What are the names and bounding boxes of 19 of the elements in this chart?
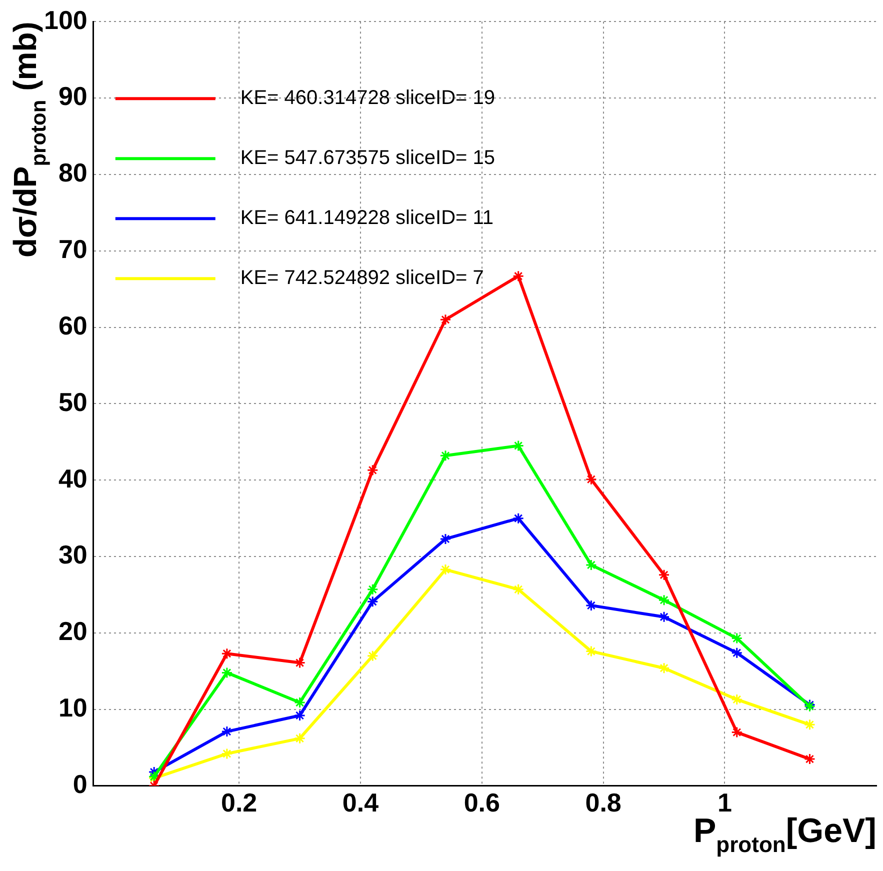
legend-label: KE= 742.524892 sliceID= 7 [240,267,484,290]
legend-label: KE= 547.673575 sliceID= 15 [240,147,496,170]
y-tick-label: 20 [58,616,88,646]
y-tick-label: 80 [58,158,88,188]
x-tick-label: 1 [718,788,732,818]
y-tick-label: 0 [72,768,88,799]
y-tick-label: 30 [58,540,88,570]
x-tick-label: 0.8 [585,788,622,818]
x-tick-label: 0.4 [342,788,380,818]
y-tick-label: 40 [58,463,88,494]
y-tick-label: 90 [58,81,88,112]
y-tick-label: 60 [58,310,88,340]
y-tick-label: 70 [58,234,88,264]
y-tick-label: 10 [58,692,88,723]
legend-label: KE= 460.314728 sliceID= 19 [240,87,496,110]
x-tick-label: 0.6 [464,788,500,818]
legend-label: KE= 641.149228 sliceID= 11 [240,207,494,230]
y-tick-label: 50 [58,386,88,417]
x-tick-label: 0.2 [221,788,258,818]
